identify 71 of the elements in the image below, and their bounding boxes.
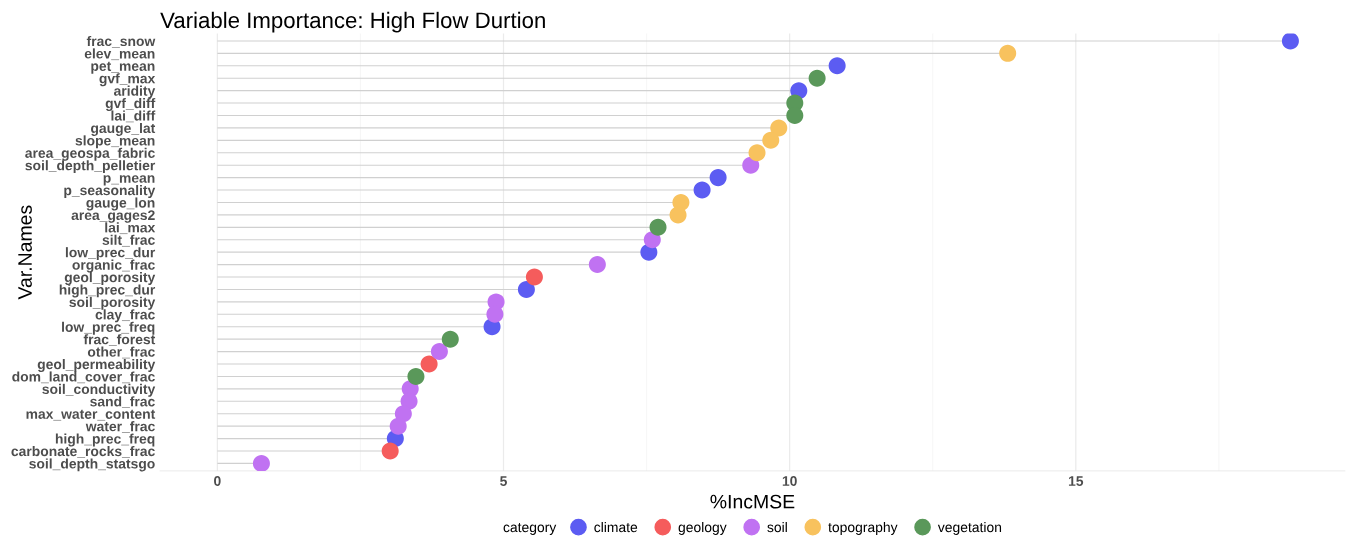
point [649, 218, 667, 236]
y-tick-label: gauge_lon [86, 197, 155, 211]
point [999, 44, 1017, 62]
point [742, 156, 760, 174]
point [808, 69, 826, 87]
y-tick-label: lai_diff [111, 110, 156, 123]
y-tick-label: soil_depth_pelletier [25, 160, 156, 174]
y-tick-label: water_frac [85, 421, 155, 433]
legend-label: topography [828, 521, 898, 535]
y-tick-label: max_water_content [26, 409, 156, 421]
point [669, 206, 687, 224]
y-tick-label: p_seasonality [64, 185, 156, 198]
legend-label: geology [678, 521, 727, 535]
point [770, 119, 788, 137]
y-tick-label: low_prec_freq [62, 321, 155, 335]
y-axis-title: Var.Names [18, 205, 32, 300]
y-tick-label: other_frac [87, 346, 155, 359]
legend-label: climate [594, 521, 638, 533]
point [709, 169, 727, 187]
y-tick-label: geol_porosity [64, 272, 156, 286]
point [381, 442, 399, 460]
y-tick-label: clay_frac [95, 309, 155, 323]
y-tick-label: low_prec_dur [65, 247, 156, 261]
x-axis-title: %IncMSE [710, 494, 795, 509]
y-tick-label: gvf_diff [105, 98, 156, 112]
point [588, 256, 606, 274]
y-tick-label: soil_porosity [69, 296, 156, 310]
point [252, 454, 270, 471]
y-tick-label: geol_permeability [37, 358, 156, 372]
point [828, 57, 846, 75]
y-tick-label: lai_max [105, 222, 156, 235]
y-tick-label: high_prec_dur [59, 284, 156, 298]
point [430, 343, 448, 361]
y-tick-label: sand_frac [90, 396, 155, 409]
point [407, 367, 425, 385]
y-tick-label: soil_conductivity [42, 383, 156, 397]
y-tick-label: area_gages2 [71, 210, 155, 223]
y-tick-label: pet_mean [91, 61, 155, 74]
point [693, 181, 711, 199]
x-tick-label: 5 [500, 476, 507, 486]
point [1281, 33, 1299, 50]
y-tick-label: elev_mean [84, 48, 155, 61]
y-tick-label: soil_depth_statsgo [29, 458, 155, 472]
y-tick-label: dom_land_cover_frac [12, 371, 155, 384]
y-tick-label: frac_forest [83, 334, 156, 346]
y-tick-label: aridity [114, 85, 156, 99]
point [420, 355, 438, 373]
chart-title: Variable Importance: High Flow Durtion [160, 11, 545, 33]
y-tick-label: organic_frac [72, 259, 155, 273]
legend-label: vegetation [937, 521, 1002, 535]
y-tick-label: silt_frac [102, 234, 155, 247]
y-tick-label: frac_snow [86, 35, 156, 48]
legend-title: category [503, 523, 557, 535]
legend-label: soil [767, 521, 787, 533]
point [517, 280, 535, 298]
x-tick-label: 10 [782, 476, 797, 486]
y-tick-label: carbonate_rocks_frac [11, 445, 155, 458]
x-tick-label: 0 [214, 476, 221, 486]
y-tick-label: gvf_max [99, 73, 156, 87]
point [525, 268, 543, 286]
y-tick-label: gauge_lat [91, 122, 156, 136]
point [389, 417, 407, 435]
point [486, 305, 504, 323]
point [762, 131, 780, 149]
y-tick-label: high_prec_freq [55, 433, 155, 447]
y-tick-label: slope_mean [75, 135, 155, 149]
point [748, 144, 766, 162]
point [441, 330, 459, 348]
y-tick-label: area_geospa_fabric [25, 147, 155, 161]
x-tick-label: 15 [1068, 476, 1084, 486]
y-tick-label: p_mean [103, 175, 155, 186]
